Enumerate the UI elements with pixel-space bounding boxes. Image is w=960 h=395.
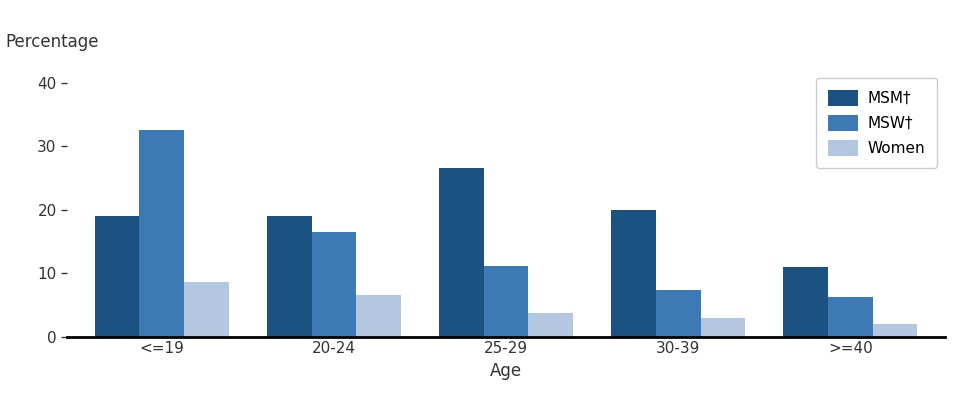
X-axis label: Age: Age	[490, 362, 522, 380]
Bar	[828, 297, 873, 337]
Legend: MSM†, MSW†, Women: MSM†, MSW†, Women	[816, 78, 937, 168]
Bar	[484, 265, 528, 337]
Bar	[873, 324, 918, 337]
Text: Percentage: Percentage	[6, 34, 99, 51]
Bar	[139, 130, 184, 337]
Bar	[783, 267, 828, 337]
Bar	[184, 282, 228, 337]
Bar	[612, 210, 656, 337]
Bar	[356, 295, 401, 337]
Bar	[267, 216, 312, 337]
Bar	[656, 290, 701, 337]
Bar	[95, 216, 139, 337]
Bar	[528, 313, 573, 337]
Bar	[312, 232, 356, 337]
Bar	[701, 318, 745, 337]
Bar	[439, 168, 484, 337]
